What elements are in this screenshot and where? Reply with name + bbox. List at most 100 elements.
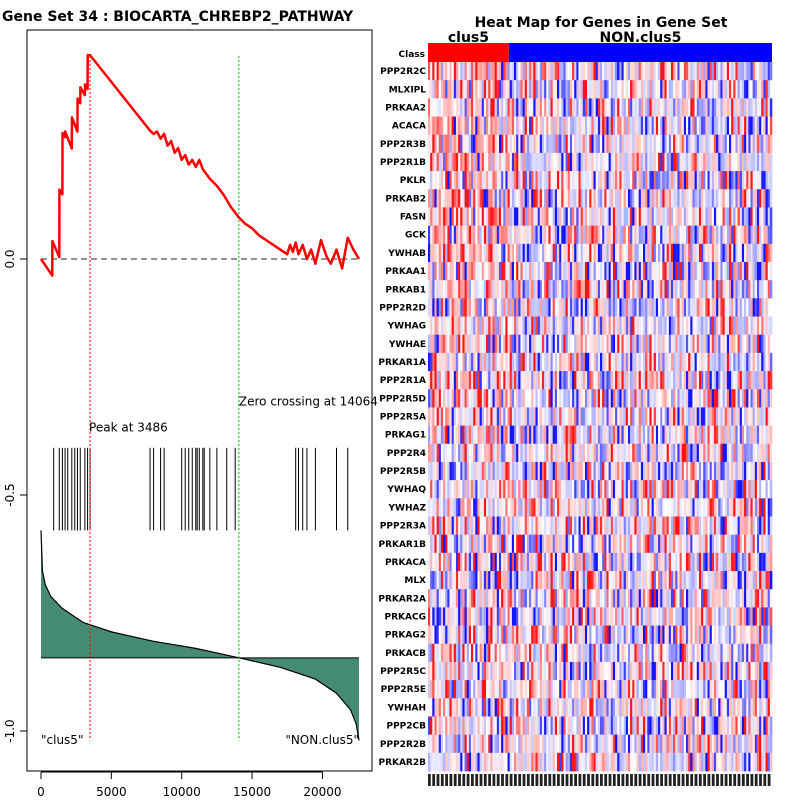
heatmap-cell <box>761 134 764 154</box>
heatmap-cell <box>612 171 616 190</box>
heatmap-cell <box>567 534 571 554</box>
heatmap-cell <box>541 243 545 263</box>
heatmap-cell <box>651 298 655 317</box>
heatmap-cell <box>511 171 515 190</box>
heatmap-cell <box>679 552 683 572</box>
heatmap-cell <box>677 425 680 445</box>
heatmap-cell <box>587 207 590 226</box>
heatmap-cell <box>686 116 689 136</box>
heatmap-cell <box>587 280 590 299</box>
heatmap-cell <box>645 62 648 81</box>
heatmap-cell <box>511 243 515 263</box>
heatmap-cell <box>720 480 723 499</box>
heatmap-cell <box>726 480 730 499</box>
heatmap-cell <box>698 352 702 372</box>
heatmap-cell <box>492 534 495 554</box>
heatmap-cell <box>468 189 472 208</box>
heatmap-cell <box>630 534 633 554</box>
heatmap-cell <box>539 516 543 536</box>
heatmap-cell <box>447 261 450 281</box>
heatmap-cell <box>660 552 663 572</box>
heatmap-cell <box>541 480 545 499</box>
heatmap-cell <box>468 498 472 517</box>
heatmap-cell <box>595 243 599 263</box>
heatmap-cell <box>572 134 575 154</box>
heatmap-cell <box>696 407 700 426</box>
heatmap-cell <box>447 225 450 245</box>
heatmap-cell <box>763 80 766 99</box>
heatmap-cell <box>621 498 624 517</box>
heatmap-cell <box>602 589 605 608</box>
heatmap-cell <box>438 316 442 336</box>
heatmap-cell <box>630 280 633 299</box>
heatmap-cell <box>602 134 605 154</box>
heatmap-cell <box>666 552 670 572</box>
heatmap-cell <box>494 98 498 117</box>
heatmap-cell <box>518 261 521 281</box>
heatmap-cell <box>492 171 495 190</box>
heatmap-cell <box>709 116 713 136</box>
heatmap-cell <box>769 498 773 517</box>
heatmap-cell <box>458 534 461 554</box>
heatmap-cell <box>668 243 672 263</box>
heatmap-cell <box>709 225 713 245</box>
heatmap-cell <box>615 425 618 445</box>
heatmap-cell <box>503 171 506 190</box>
heatmap-cell <box>716 352 719 372</box>
heatmap-cell <box>647 116 650 136</box>
heatmap-cell <box>677 243 680 263</box>
heatmap-cell <box>713 552 717 572</box>
heatmap-cell <box>623 98 627 117</box>
heatmap-cell <box>520 589 523 608</box>
heatmap-cell <box>765 152 769 172</box>
heatmap-cell <box>675 498 678 517</box>
heatmap-cell <box>688 98 691 117</box>
heatmap-cell <box>658 607 661 626</box>
heatmap-cell <box>468 407 472 426</box>
heatmap-cell <box>591 171 594 190</box>
heatmap-cell <box>477 498 480 517</box>
heatmap-cell <box>720 280 723 299</box>
heatmap-cell <box>688 461 691 481</box>
heatmap-cell <box>746 207 749 226</box>
heatmap-cell <box>569 298 573 317</box>
heatmap-cell <box>748 261 751 281</box>
heatmap-cell <box>589 243 592 263</box>
heatmap-cell <box>574 261 577 281</box>
heatmap-cell <box>769 352 773 372</box>
heatmap-cell <box>597 461 601 481</box>
heatmap-cell <box>471 316 474 336</box>
heatmap-cell <box>651 261 655 281</box>
heatmap-cell <box>679 280 683 299</box>
heatmap-cell <box>630 571 633 590</box>
heatmap-cell <box>694 480 698 499</box>
heatmap-cell <box>483 261 487 281</box>
heatmap-cell <box>563 334 566 354</box>
heatmap-cell <box>638 207 642 226</box>
heatmap-cell <box>477 589 480 608</box>
heatmap-cell <box>718 189 721 208</box>
heatmap-cell <box>460 480 463 499</box>
heatmap-cell <box>574 134 577 154</box>
heatmap-cell <box>567 461 571 481</box>
heatmap-cell <box>606 389 609 408</box>
heatmap-cell <box>428 98 431 117</box>
heatmap-cell <box>589 116 592 136</box>
heatmap-cell <box>503 552 506 572</box>
heatmap-cell <box>563 152 566 172</box>
heatmap-cell <box>690 461 693 481</box>
heatmap-cell <box>449 352 452 372</box>
heatmap-cell <box>533 207 536 226</box>
heatmap-cell <box>634 371 637 390</box>
heatmap-cell <box>533 534 536 554</box>
heatmap-cell <box>627 116 631 136</box>
heatmap-cell <box>526 516 530 536</box>
heatmap-cell <box>668 607 672 626</box>
heatmap-cell <box>741 516 745 536</box>
heatmap-cell <box>636 480 640 499</box>
heatmap-cell <box>597 443 601 463</box>
heatmap-cell <box>662 225 665 245</box>
heatmap-cell <box>436 534 440 554</box>
heatmap-cell <box>578 352 581 372</box>
heatmap-cell <box>737 425 741 445</box>
